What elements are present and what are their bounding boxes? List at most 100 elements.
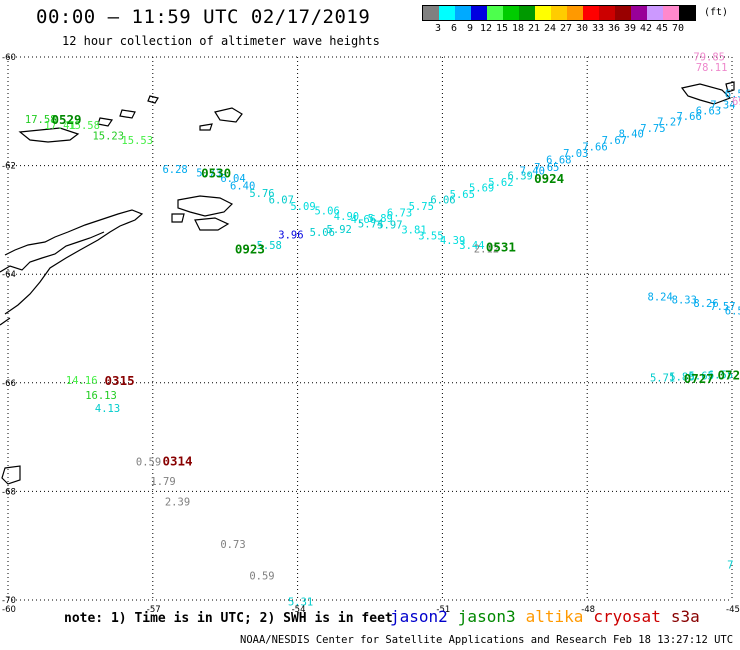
wave-height-value: 15.58 [68,120,100,132]
wave-height-value: 5.75 [409,201,434,213]
wave-height-value: 6.73 [387,208,412,220]
color-scale-unit: (ft) [704,7,729,18]
wave-height-value: 0.73 [220,539,245,551]
dundee-island [171,213,185,223]
wave-height-value: 0.59 [249,570,274,582]
south-shetland-islands [97,95,159,127]
pass-time-label: 0924 [534,171,564,186]
wave-height-value: 0.59 [136,456,161,468]
pass-time-label: 0531 [486,239,516,254]
small-islets-east [1,465,21,485]
color-swatch [487,6,503,20]
wave-height-value: 14.16 [66,375,98,387]
color-scale-tick: 15 [495,23,509,34]
wave-height-value: 7.67 [602,135,627,147]
wave-height-value: 8.40 [619,128,644,140]
color-scale-ticks: 3 6 9 12 15 18 21 24 27 30 33 36 39 42 45 70 [422,21,696,35]
map-title: 00:00 – 11:59 UTC 02/17/2019 [36,6,371,28]
color-scale-tick: 70 [671,23,685,34]
color-swatch [471,6,487,20]
wave-height-value: 7.66 [676,111,701,123]
wave-height-value: 5.06 [314,205,339,217]
wave-height-value: 79.85 [693,51,725,63]
latitude-label: -68 [2,487,16,497]
color-swatch [663,6,679,20]
wave-height-value: 7.66 [582,141,607,153]
longitude-label: -48 [581,605,595,615]
wave-height-value: 7.03 [563,148,588,160]
satellite-name-jason3: jason3 [457,607,516,626]
wave-height-value: 3.44 [459,240,484,252]
color-swatch [631,6,647,20]
wave-height-value: 15.53 [121,135,153,147]
wave-height-value: 7.27 [657,116,682,128]
wave-height-value: 5.71 [650,373,675,385]
color-swatch [535,6,551,20]
wave-height-value: 5.73 [196,167,221,179]
color-swatch [615,6,631,20]
elephant-island [199,107,243,131]
color-swatch [423,6,439,20]
wave-height-value: 5.89 [368,213,393,225]
credit-line: NOAA/NESDIS Center for Satellite Applica… [240,634,740,646]
pass-time-label: 0923 [235,242,265,257]
wave-height-value: 6.28 [162,164,187,176]
longitude-label: -51 [436,605,450,615]
pass-time-label: 0315 [105,373,135,388]
wave-height-value: 2.12 [474,243,499,255]
wave-height-value: 5.74 [358,219,383,231]
color-swatch [679,6,695,20]
pass-time-label: 0314 [162,453,192,468]
wave-height-value: 1.79 [150,476,175,488]
wave-height-value: 5.88 [669,372,694,384]
wave-height-value: 5.31 [288,596,313,608]
wave-height-value: 5.69 [469,183,494,195]
satellite-legend: jason2 jason3 altika cryosat s3a [390,607,710,626]
wave-height-value: 8.26 [693,298,718,310]
color-scale-tick: 24 [543,23,557,34]
latitude-label: -60 [2,53,16,63]
wave-height-value: 8.24 [648,291,673,303]
antarctic-peninsula-coast [0,209,144,326]
color-scale-tick: 36 [607,23,621,34]
wave-height-value: 5.09 [290,201,315,213]
wave-height-value: 6.40 [230,180,255,192]
wave-height-value: 7.75 [640,123,665,135]
footer-note: note: 1) Time is in UTC; 2) SWH is in fe… [64,611,393,626]
color-swatch [647,6,663,20]
color-scale-tick: 21 [527,23,541,34]
wave-height-value: 5.65 [450,189,475,201]
latitude-label: -62 [2,162,16,172]
pass-time-label: 0728 [718,368,740,383]
latitude-label: -64 [2,270,16,280]
wave-height-value: 7 [727,560,733,572]
pass-time-label: 0529 [51,112,81,127]
color-scale-swatches [422,5,696,21]
wave-height-value: 6.55 [725,89,740,101]
color-scale-legend: 3 6 9 12 15 18 21 24 27 30 33 36 39 42 45 70 (ft) [422,5,728,35]
wave-height-value: 7.65 [534,162,559,174]
color-swatch [567,6,583,20]
wave-height-value: 5.76 [249,188,274,200]
latitude-label: -70 [2,596,16,606]
color-scale-tick: 45 [655,23,669,34]
wave-height-value: 7.57 [710,301,735,313]
map-gridlines [7,56,733,601]
color-scale-tick: 30 [575,23,589,34]
wave-height-value: 6.07 [269,195,294,207]
wave-height-value: 6.39 [508,171,533,183]
longitude-label: -60 [2,605,16,615]
wave-height-value: 3.55 [418,230,443,242]
wave-height-value: 69.24 [732,96,740,108]
wave-height-value: 6.04 [220,173,245,185]
longitude-label: -54 [292,605,306,615]
king-george-island [18,127,80,143]
color-swatch [439,6,455,20]
wave-height-value: 4.66 [351,214,376,226]
peninsula-inner-coast [0,231,105,273]
wave-height-value: 6.68 [546,154,571,166]
color-swatch [599,6,615,20]
satellite-name-cryosat: cryosat [593,607,661,626]
